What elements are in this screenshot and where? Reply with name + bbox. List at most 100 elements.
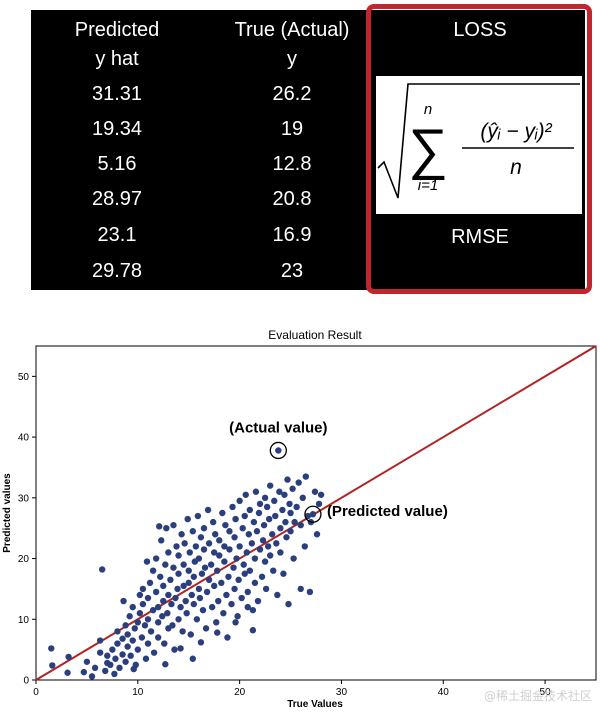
data-point	[277, 524, 284, 532]
data-point	[177, 645, 184, 652]
header-col-2-line-1: True (Actual)	[234, 19, 350, 41]
data-point	[189, 655, 196, 662]
data-point	[231, 585, 238, 593]
predicted-cell: 29.78	[91, 260, 143, 282]
data-point	[271, 497, 278, 505]
data-point	[175, 570, 182, 577]
data-point	[134, 646, 142, 653]
data-point	[262, 585, 270, 593]
data-point	[49, 662, 56, 669]
header-col-2-line-2: y	[287, 48, 297, 70]
data-point	[306, 588, 314, 596]
data-point	[165, 549, 172, 556]
x-tick-label: 50	[540, 687, 552, 698]
x-tick-label: 20	[234, 687, 246, 698]
data-point	[251, 555, 259, 562]
loss-highlight-box	[366, 4, 592, 294]
y-tick-label: 50	[18, 372, 30, 383]
data-point	[172, 594, 179, 602]
data-point	[139, 600, 147, 608]
data-point	[187, 631, 194, 638]
data-point	[240, 561, 247, 568]
data-point	[287, 509, 294, 517]
data-point	[249, 627, 257, 634]
data-point	[232, 619, 239, 626]
data-point	[233, 555, 240, 562]
formula-denominator: n	[510, 156, 522, 179]
data-point	[209, 518, 217, 526]
data-point	[165, 591, 172, 599]
data-point	[275, 447, 282, 454]
data-point	[180, 582, 187, 590]
data-point	[136, 591, 144, 599]
data-point	[143, 558, 151, 565]
data-point	[124, 631, 131, 638]
data-point	[152, 555, 160, 562]
data-point	[130, 665, 137, 673]
data-point	[154, 603, 162, 611]
data-point	[192, 543, 200, 550]
data-point	[291, 518, 298, 526]
data-point	[183, 610, 190, 617]
data-point	[245, 531, 252, 538]
data-point	[317, 491, 325, 498]
data-point	[173, 543, 180, 550]
data-point	[162, 561, 169, 568]
data-point	[235, 576, 242, 583]
x-tick-label: 0	[33, 687, 39, 698]
data-point	[158, 537, 165, 544]
data-point	[222, 521, 229, 529]
data-point	[221, 543, 228, 550]
data-point	[169, 622, 176, 629]
y-tick-label: 0	[23, 676, 29, 687]
annotation-label: (Actual value)	[229, 419, 327, 436]
data-point	[239, 524, 246, 532]
data-point	[287, 528, 294, 535]
data-point	[286, 500, 293, 508]
predicted-cell: 23.1	[97, 224, 137, 246]
data-point	[259, 537, 267, 544]
data-point	[248, 540, 256, 547]
data-point	[266, 482, 274, 489]
data-point	[107, 661, 114, 669]
data-point	[201, 564, 209, 571]
data-point	[265, 515, 273, 523]
data-point	[258, 573, 266, 580]
data-point	[122, 658, 129, 665]
data-point	[216, 552, 223, 559]
data-point	[98, 566, 106, 573]
loss-header: LOSS	[453, 19, 507, 41]
data-point	[111, 670, 118, 678]
data-point	[252, 488, 260, 495]
data-point	[154, 634, 162, 641]
data-point	[114, 640, 121, 647]
data-point	[185, 567, 192, 574]
axis-ticks: 0 10 20 30 40 50 0 10 20 30 40 50	[18, 372, 551, 698]
data-point	[246, 506, 254, 514]
actual-cell: 23	[280, 260, 304, 282]
data-point	[231, 534, 238, 541]
data-point	[96, 637, 104, 644]
chart-title: Evaluation Result	[268, 328, 362, 342]
data-point	[129, 637, 136, 644]
data-point	[149, 606, 157, 614]
data-point	[256, 500, 264, 508]
data-point	[195, 555, 203, 562]
data-point	[139, 585, 147, 593]
data-point	[229, 503, 236, 511]
sum-upper-limit: n	[424, 101, 432, 118]
data-point	[199, 606, 207, 614]
data-point	[279, 506, 286, 514]
data-point	[144, 616, 152, 623]
scatter-points	[48, 447, 325, 680]
data-point	[126, 613, 133, 620]
watermark: @稀土掘金技术社区	[483, 689, 592, 703]
data-point	[185, 579, 192, 587]
y-axis-label: Predicted values	[2, 473, 13, 553]
annotation-circle	[269, 441, 287, 460]
data-point	[218, 579, 225, 587]
data-point	[236, 497, 243, 505]
data-point	[205, 576, 213, 583]
data-point	[212, 531, 219, 538]
data-point	[251, 579, 259, 587]
